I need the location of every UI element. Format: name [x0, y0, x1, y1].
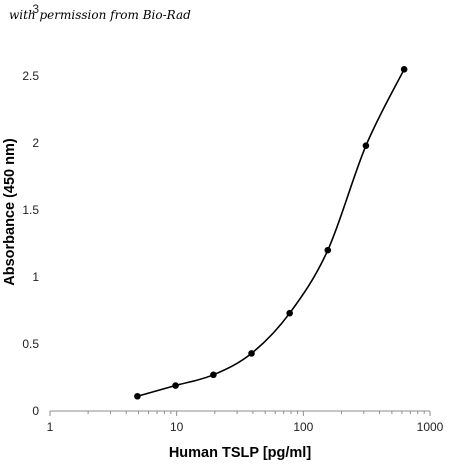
x-tick-label: 10 [170, 420, 184, 434]
x-axis-ticks: 1 10 100 1000 [47, 411, 444, 434]
data-point [362, 142, 370, 149]
series-curve [137, 68, 405, 398]
y-tick-label: 0 [32, 404, 39, 418]
y-tick-label: 2.5 [22, 69, 39, 83]
data-point [210, 371, 217, 379]
x-tick-label: 1 [47, 420, 54, 434]
y-axis-title: Absorbance (450 nm) [2, 138, 18, 286]
data-point [324, 246, 332, 254]
y-tick-label: 1.5 [22, 203, 39, 217]
y-tick-label: 3 [32, 2, 39, 16]
data-point [172, 382, 179, 389]
data-point [400, 66, 408, 73]
x-tick-label: 100 [293, 420, 313, 434]
y-axis-ticks: 0 0.5 1 1.5 2 2.5 3 [22, 2, 39, 418]
permission-watermark: with permission from Bio-Rad [9, 8, 191, 22]
x-tick-label: 1000 [417, 420, 444, 434]
y-tick-label: 2 [32, 136, 39, 150]
data-point [248, 350, 255, 357]
y-tick-label: 1 [32, 270, 39, 284]
y-tick-label: 0.5 [22, 337, 39, 351]
data-points [134, 66, 408, 400]
x-axis-title: Human TSLP [pg/ml] [169, 445, 311, 461]
data-point [286, 309, 293, 317]
data-point [134, 392, 141, 400]
